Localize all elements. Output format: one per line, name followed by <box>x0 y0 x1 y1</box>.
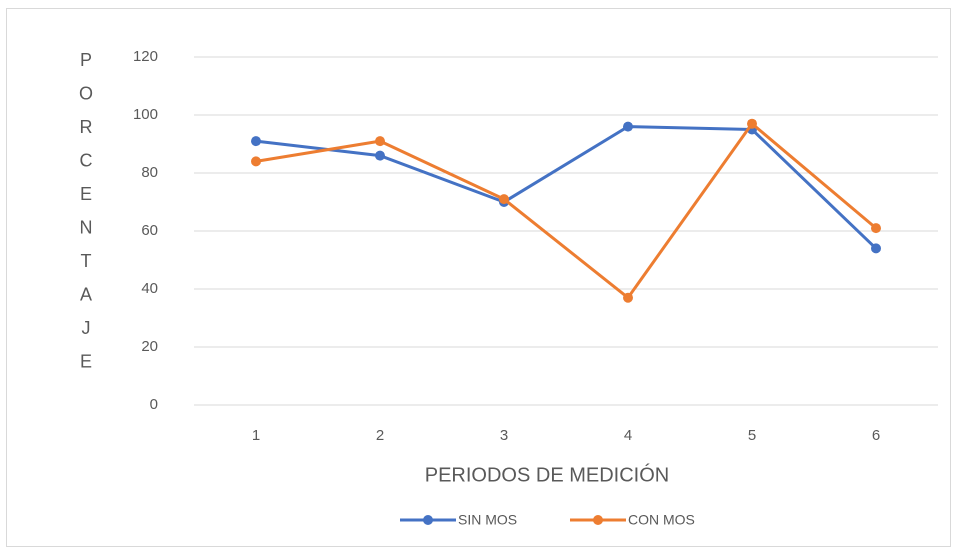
y-tick-label: 0 <box>150 396 158 413</box>
data-point <box>871 223 881 234</box>
y-tick-label: 80 <box>141 164 158 181</box>
chart-border <box>6 8 951 547</box>
legend-label: CON MOS <box>628 512 695 528</box>
x-tick-label: 6 <box>872 427 880 444</box>
x-tick-label: 2 <box>376 427 384 444</box>
legend-marker <box>423 515 433 525</box>
data-point <box>747 118 757 129</box>
legend-marker <box>593 515 603 525</box>
x-tick-label: 4 <box>624 427 632 444</box>
y-tick-label: 20 <box>141 338 158 355</box>
y-tick-label: 60 <box>141 222 158 239</box>
data-point <box>251 156 261 167</box>
series-line <box>255 125 878 250</box>
x-tick-label: 1 <box>252 427 260 444</box>
data-point <box>375 136 385 147</box>
data-point <box>623 121 633 132</box>
y-axis-title: PORCENTAJE <box>76 50 96 385</box>
data-point <box>499 194 509 205</box>
y-tick-label: 120 <box>133 48 158 65</box>
series-line <box>255 122 877 300</box>
x-tick-label: 3 <box>500 427 508 444</box>
data-point <box>871 243 881 254</box>
legend-label: SIN MOS <box>458 512 517 528</box>
data-point <box>375 150 385 161</box>
x-axis-title: PERIODOS DE MEDICIÓN <box>425 463 669 486</box>
data-point <box>623 292 633 303</box>
x-tick-label: 5 <box>748 427 756 444</box>
y-tick-label: 100 <box>133 106 158 123</box>
data-point <box>251 136 261 147</box>
y-tick-label: 40 <box>141 280 158 297</box>
